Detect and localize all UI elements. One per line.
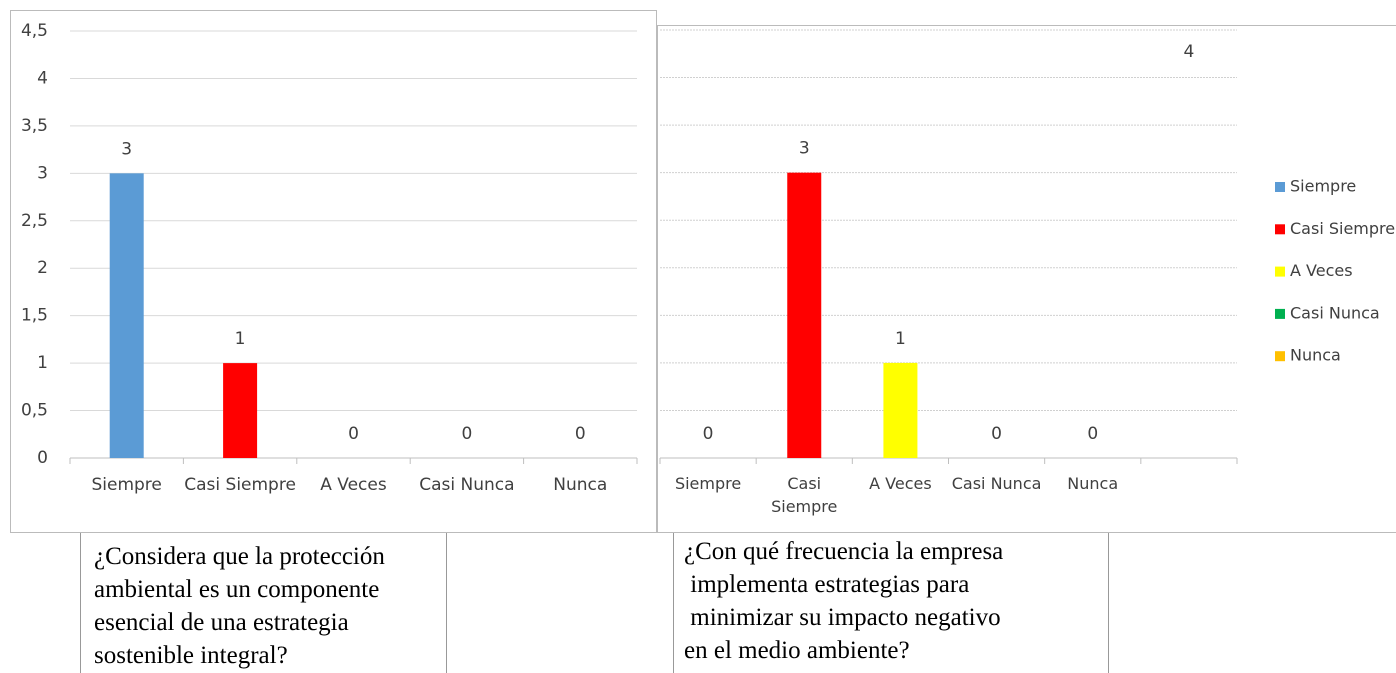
y-tick-label: 0,5 [21,401,48,421]
data-label: 0 [461,424,472,444]
y-tick-label: 1,5 [21,306,48,326]
x-tick-label: Nunca [1067,474,1119,493]
legend-label: Casi Siempre [1290,219,1395,238]
caption-line: ambiental es un componente [94,576,380,603]
x-tick-label: Siempre [91,475,162,495]
caption-box [80,533,447,673]
data-label: 0 [575,424,586,444]
chart-frame [657,25,1396,533]
x-tick-label: Nunca [553,475,608,495]
data-label: 1 [235,329,246,349]
bar [109,173,144,459]
data-label: 0 [348,424,359,444]
caption-box [673,533,1109,673]
bar [787,172,822,458]
legend-swatch [1275,266,1285,277]
caption-line: implementa estrategias para [684,571,970,598]
caption-line: ¿Con qué frecuencia la empresa [684,538,1004,565]
legend-swatch [1275,308,1285,319]
x-tick-label: Siempre [674,474,742,493]
legend-label: Nunca [1290,346,1341,365]
legend-swatch [1275,182,1285,192]
x-tick-label: Casi Nunca [419,475,515,495]
data-label: 1 [895,329,906,349]
x-tick-label: A Veces [869,474,932,493]
y-tick-label: 3 [37,163,48,183]
y-tick-label: 2,5 [21,211,48,231]
caption-line: ¿Considera que la protección [94,543,385,570]
caption-line: minimizar su impacto negativo [684,604,1001,631]
caption-line: en el medio ambiente? [684,637,910,664]
data-label: 0 [703,424,714,444]
caption-line: esencial de una estrategia [94,609,349,636]
data-label: 0 [1087,424,1098,444]
legend-swatch [1275,224,1285,235]
chart-frame [10,10,657,533]
legend-label: Siempre [1290,177,1356,196]
x-tick-label: Casi Siempre [771,474,838,516]
y-tick-label: 4 [37,68,48,88]
y-tick-label: 0 [37,448,48,468]
y-tick-label: 3,5 [21,116,48,136]
legend-label: Casi Nunca [1290,303,1380,322]
x-tick-label: Casi Siempre [184,475,296,495]
caption-line: sostenible integral? [94,642,288,669]
bar [883,362,918,458]
y-tick-label: 4,5 [21,21,48,41]
data-label: 3 [799,139,810,159]
y-tick-label: 2 [37,258,48,278]
legend-label: A Veces [1290,261,1353,280]
y-tick-label: 1 [37,353,48,373]
x-tick-label: Casi Nunca [951,474,1042,493]
x-tick-label: A Veces [320,475,387,495]
data-label: 0 [991,424,1002,444]
legend-swatch [1275,351,1285,362]
bar [223,363,258,458]
annotation: 4 [1184,42,1195,62]
data-label: 3 [121,139,132,159]
